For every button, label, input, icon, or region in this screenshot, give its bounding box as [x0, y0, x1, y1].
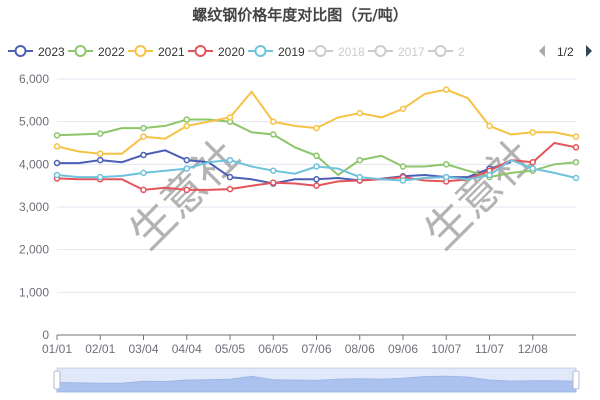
data-point-2019 [226, 156, 234, 164]
legend-marker-icon[interactable] [374, 45, 387, 57]
data-point-2020 [572, 144, 580, 151]
data-point-2022 [97, 130, 104, 137]
legend-marker-icon[interactable] [74, 45, 87, 57]
legend-marker-icon[interactable] [314, 45, 327, 57]
datazoom-selection[interactable] [57, 368, 576, 392]
data-point-2019 [97, 173, 104, 181]
legend-item-2019[interactable]: 2019 [278, 45, 305, 59]
data-point-2022 [53, 132, 61, 139]
series-line-2023 [57, 149, 512, 185]
data-point-2021 [183, 122, 190, 130]
data-point-2022 [356, 156, 363, 164]
data-point-2020 [140, 186, 147, 194]
data-point-2022 [313, 152, 320, 160]
legend-item-2018[interactable]: 2018 [338, 45, 365, 59]
y-tick-label: 4,000 [19, 157, 49, 171]
data-point-2021 [53, 143, 61, 150]
x-tick-label: 07/06 [301, 342, 331, 356]
data-point-2023 [183, 156, 190, 164]
data-point-2021 [399, 105, 407, 113]
chart-title: 螺纹钢价格年度对比图（元/吨） [192, 6, 408, 24]
data-point-2023 [226, 173, 234, 181]
y-tick-label: 3,000 [19, 200, 49, 214]
data-point-2020 [183, 186, 190, 194]
data-point-2019 [529, 165, 536, 172]
data-point-2023 [53, 159, 61, 167]
data-point-2019 [356, 173, 363, 181]
data-point-2022 [183, 116, 190, 123]
legend-next-icon[interactable] [586, 45, 592, 57]
data-point-2019 [572, 174, 580, 182]
watermark: 生意社 [121, 131, 249, 259]
legend-item-2022[interactable]: 2022 [98, 45, 125, 59]
x-tick-label: 09/06 [388, 342, 418, 356]
datazoom-preview [56, 375, 577, 393]
watermark: 生意社 [416, 131, 544, 259]
data-point-2021 [572, 133, 580, 140]
data-point-2019 [140, 169, 147, 177]
data-point-2021 [529, 129, 536, 136]
data-point-2021 [486, 122, 493, 130]
data-point-2019 [486, 171, 493, 179]
data-point-2019 [399, 177, 407, 184]
x-tick-label: 03/04 [128, 342, 158, 356]
legend-marker-icon[interactable] [134, 45, 147, 57]
data-point-2022 [270, 131, 277, 138]
data-point-2021 [270, 118, 277, 125]
data-point-2019 [443, 173, 450, 181]
legend-item-2020[interactable]: 2020 [218, 45, 245, 59]
data-point-2020 [313, 182, 320, 189]
legend-item-2017[interactable]: 2017 [398, 45, 425, 59]
datazoom-handle[interactable] [572, 370, 580, 390]
legend-prev-icon[interactable] [539, 45, 545, 57]
data-point-2022 [399, 163, 407, 170]
data-point-2023 [313, 176, 320, 183]
data-point-2022 [140, 124, 147, 132]
data-point-2019 [53, 171, 61, 179]
data-point-2020 [226, 185, 234, 193]
data-point-2021 [140, 133, 147, 140]
data-point-2019 [270, 167, 277, 174]
legend-item-2[interactable]: 2 [458, 45, 465, 59]
data-point-2023 [97, 156, 104, 164]
legend-item-2021[interactable]: 2021 [158, 45, 185, 59]
data-point-2019 [183, 165, 190, 172]
y-tick-label: 1,000 [19, 285, 49, 299]
y-tick-label: 5,000 [19, 115, 49, 129]
y-tick-label: 2,000 [19, 243, 49, 257]
data-point-2020 [270, 179, 277, 186]
legend-page-indicator: 1/2 [557, 45, 574, 59]
data-point-2022 [572, 158, 580, 166]
data-point-2023 [140, 151, 147, 159]
data-point-2019 [313, 163, 320, 170]
legend-marker-icon[interactable] [14, 45, 27, 57]
legend-marker-icon[interactable] [434, 45, 447, 57]
x-tick-label: 01/01 [42, 342, 72, 356]
x-tick-label: 12/08 [518, 342, 548, 356]
legend-item-2023[interactable]: 2023 [38, 45, 65, 59]
x-tick-label: 02/01 [85, 342, 115, 356]
y-tick-label: 0 [42, 328, 49, 342]
data-point-2021 [97, 150, 104, 157]
data-point-2021 [226, 114, 234, 121]
x-tick-label: 11/07 [475, 342, 504, 356]
x-tick-label: 10/07 [431, 342, 461, 356]
x-tick-label: 04/04 [172, 342, 202, 356]
y-tick-label: 6,000 [19, 72, 49, 86]
legend-marker-icon[interactable] [194, 45, 207, 57]
data-point-2021 [356, 109, 363, 117]
x-tick-label: 05/05 [215, 342, 245, 356]
legend-marker-icon[interactable] [254, 45, 267, 57]
datazoom-handle[interactable] [53, 370, 61, 390]
x-tick-label: 06/05 [258, 342, 288, 356]
data-point-2020 [529, 158, 536, 166]
data-point-2021 [443, 86, 450, 93]
x-tick-label: 08/06 [345, 342, 375, 356]
data-point-2022 [443, 161, 450, 168]
data-point-2021 [313, 124, 320, 132]
